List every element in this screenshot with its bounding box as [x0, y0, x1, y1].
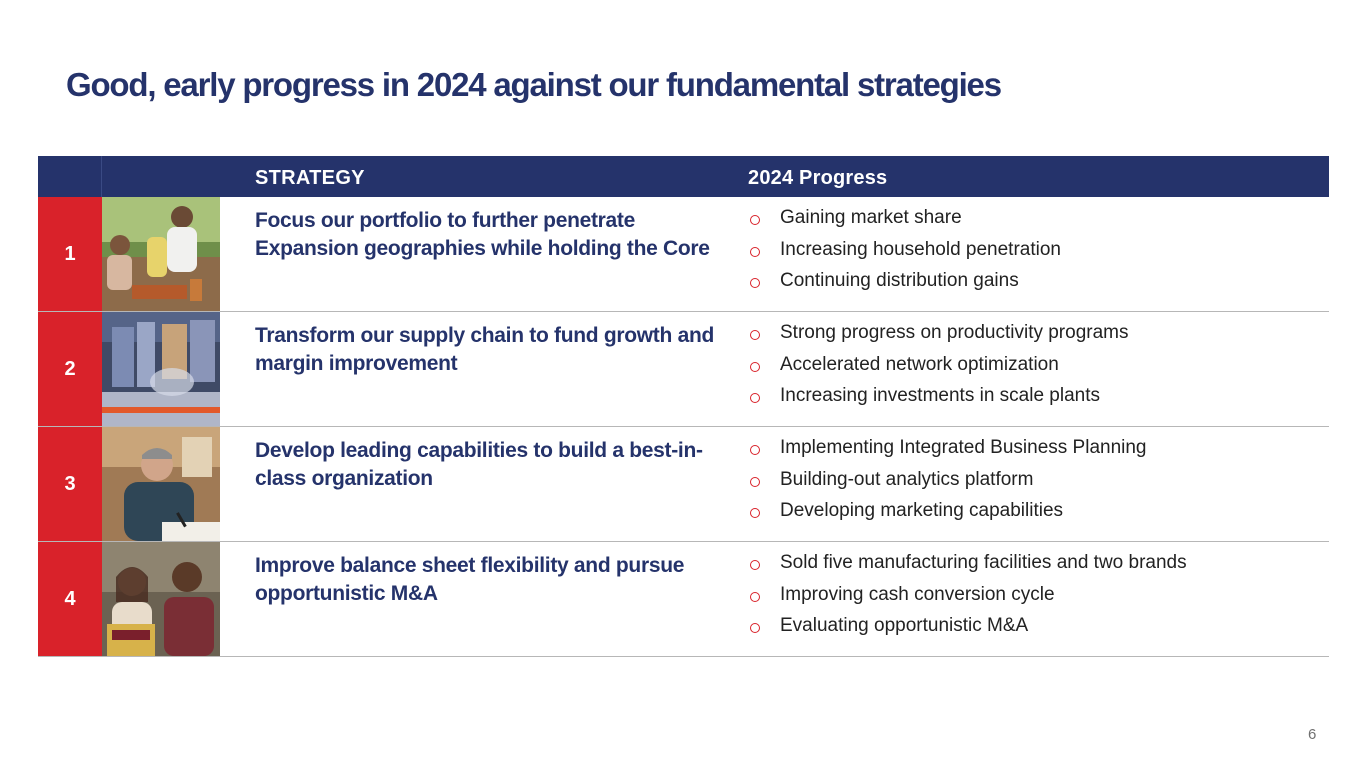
row-number: 3: [38, 427, 102, 541]
progress-item: Evaluating opportunistic M&A: [748, 612, 1328, 644]
strategy-text: Improve balance sheet flexibility and pu…: [255, 554, 685, 605]
circle-bullet-icon: [750, 278, 760, 288]
strategy-text: Focus our portfolio to further penetrate…: [255, 209, 710, 260]
progress-list: Strong progress on productivity programs…: [748, 319, 1328, 414]
man-writing-at-desk-photo: [102, 427, 220, 541]
circle-bullet-icon: [750, 591, 760, 602]
header-progress: 2024 Progress: [748, 167, 888, 189]
progress-item: Continuing distribution gains: [748, 267, 1328, 299]
row-number: 1: [38, 197, 102, 311]
progress-item: Strong progress on productivity programs: [748, 319, 1328, 351]
circle-bullet-icon: [750, 215, 760, 225]
progress-item: Building-out analytics platform: [748, 466, 1328, 498]
header-number-cell: [38, 156, 102, 197]
circle-bullet-icon: [750, 623, 760, 633]
circle-bullet-icon: [750, 361, 760, 372]
table-row: 3 Develop leading capabilities to build …: [38, 427, 1329, 542]
progress-item: Sold five manufacturing facilities and t…: [748, 549, 1328, 581]
table-row: 2 Transform our supply chain to fund gro…: [38, 312, 1329, 427]
slide-title: Good, early progress in 2024 against our…: [66, 66, 1002, 103]
family-picnic-photo: [102, 197, 220, 311]
strategy-text: Transform our supply chain to fund growt…: [255, 324, 715, 375]
circle-bullet-icon: [750, 246, 760, 257]
table-row: 1 Focus our portfolio to further penetra…: [38, 197, 1329, 312]
progress-item: Implementing Integrated Business Plannin…: [748, 434, 1328, 466]
progress-list: Sold five manufacturing facilities and t…: [748, 549, 1328, 644]
warehouse-conveyor-photo: [102, 312, 220, 426]
progress-item: Increasing investments in scale plants: [748, 382, 1328, 414]
strategy-table: STRATEGY 2024 Progress 1 Focus our portf…: [38, 156, 1329, 657]
table-row: 4 Improve balance sheet flexibility and …: [38, 542, 1329, 657]
circle-bullet-icon: [750, 476, 760, 487]
circle-bullet-icon: [750, 393, 760, 403]
circle-bullet-icon: [750, 445, 760, 455]
progress-item: Accelerated network optimization: [748, 351, 1328, 383]
progress-item: Improving cash conversion cycle: [748, 581, 1328, 613]
circle-bullet-icon: [750, 560, 760, 570]
two-people-with-snack-bag-photo: [102, 542, 220, 656]
progress-list: Gaining market share Increasing househol…: [748, 204, 1328, 299]
strategy-text: Develop leading capabilities to build a …: [255, 439, 703, 490]
row-number: 4: [38, 542, 102, 656]
table-header: STRATEGY 2024 Progress: [38, 156, 1329, 197]
progress-item: Increasing household penetration: [748, 236, 1328, 268]
header-strategy: STRATEGY: [255, 167, 365, 189]
circle-bullet-icon: [750, 330, 760, 340]
page-number: 6: [1308, 726, 1317, 743]
progress-item: Developing marketing capabilities: [748, 497, 1328, 529]
progress-list: Implementing Integrated Business Plannin…: [748, 434, 1328, 529]
row-number: 2: [38, 312, 102, 426]
circle-bullet-icon: [750, 508, 760, 518]
progress-item: Gaining market share: [748, 204, 1328, 236]
